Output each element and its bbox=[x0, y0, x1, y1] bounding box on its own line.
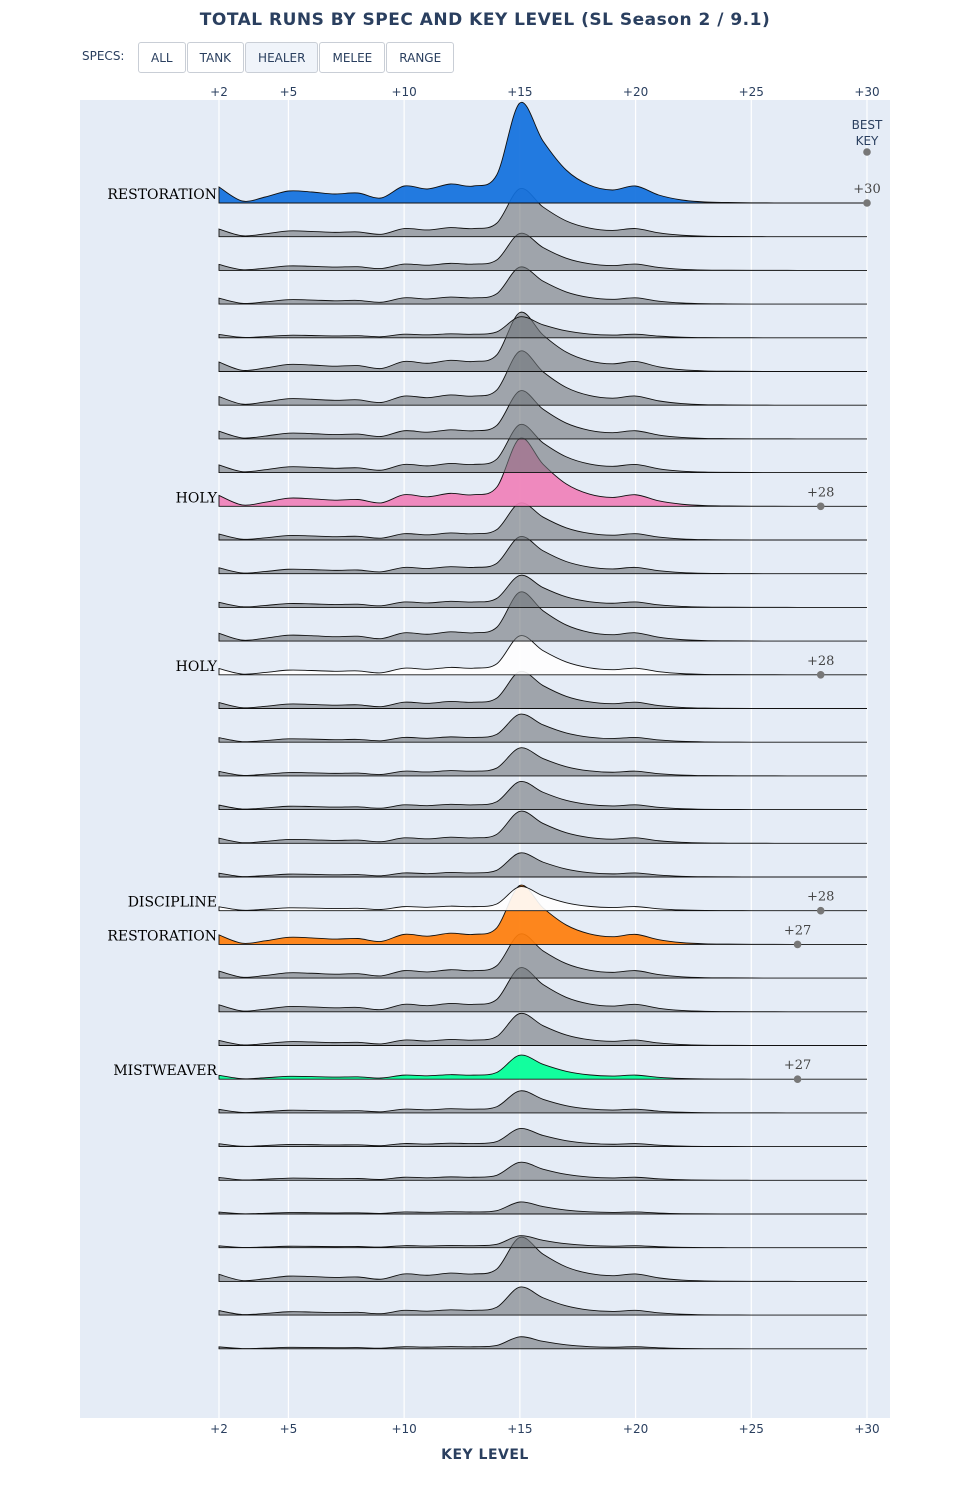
spec-button-healer[interactable]: HEALER bbox=[245, 42, 319, 73]
ridge-holy bbox=[218, 635, 867, 676]
best-key-header: BEST bbox=[852, 118, 883, 132]
ridge-other-spec bbox=[218, 390, 867, 440]
x-tick-label-top: +30 bbox=[854, 85, 879, 99]
x-tick-label-bottom: +30 bbox=[854, 1422, 879, 1436]
spec-label: RESTORATION bbox=[107, 187, 217, 203]
ridge-other-spec bbox=[218, 423, 867, 474]
spec-button-tank[interactable]: TANK bbox=[186, 42, 245, 73]
ridge-other-spec bbox=[218, 852, 867, 878]
x-tick-label-top: +10 bbox=[391, 85, 416, 99]
ridge-other-spec bbox=[218, 781, 867, 811]
best-key-dot bbox=[816, 906, 825, 915]
ridge-other-spec bbox=[218, 810, 867, 844]
best-key-label: +30 bbox=[853, 182, 880, 197]
ridge-other-spec bbox=[218, 747, 867, 777]
x-tick-label-bottom: +20 bbox=[623, 1422, 648, 1436]
best-key-dot bbox=[793, 1075, 802, 1083]
ridge-other-spec bbox=[218, 713, 867, 743]
spec-label: DISCIPLINE bbox=[128, 895, 217, 911]
ridge-other-spec bbox=[218, 933, 867, 979]
best-key-dot bbox=[793, 940, 802, 949]
ridge-other-spec bbox=[218, 266, 867, 305]
best-key-label: +28 bbox=[807, 890, 834, 905]
ridge-other-spec bbox=[218, 1161, 867, 1181]
x-tick-label-top: +25 bbox=[739, 85, 764, 99]
x-tick-label-bottom: +10 bbox=[391, 1422, 416, 1436]
ridge-other-spec bbox=[218, 1012, 867, 1046]
ridge-other-spec bbox=[218, 536, 867, 575]
spec-labels: RESTORATION HOLY HOLY DISCIPLINE RESTORATION… bbox=[107, 187, 217, 1079]
ridge-other-spec bbox=[218, 316, 867, 339]
ridge-other-spec bbox=[218, 1235, 867, 1249]
x-tick-label-top: +15 bbox=[507, 85, 532, 99]
best-key-header: KEY bbox=[856, 134, 879, 148]
ridge-other-spec bbox=[218, 188, 867, 238]
ridge-other-spec bbox=[218, 1236, 867, 1282]
x-tick-label-bottom: +5 bbox=[280, 1422, 298, 1436]
best-key-label: +28 bbox=[807, 654, 834, 669]
ridge-other-spec bbox=[218, 574, 867, 608]
x-tick-label-bottom: +2 bbox=[210, 1422, 228, 1436]
ridge-other-spec bbox=[218, 1090, 867, 1114]
spec-label: MISTWEAVER bbox=[113, 1063, 217, 1079]
ridge-other-spec bbox=[218, 1336, 867, 1350]
best-key-label: +27 bbox=[784, 1058, 811, 1073]
spec-label: HOLY bbox=[176, 490, 218, 506]
spec-button-range[interactable]: RANGE bbox=[386, 42, 455, 73]
ridge-discipline bbox=[218, 886, 867, 912]
x-tick-label-bottom: +25 bbox=[739, 1422, 764, 1436]
best-key-dot bbox=[863, 199, 871, 207]
ridge-other-spec bbox=[218, 591, 867, 642]
best-key-dot bbox=[816, 502, 825, 511]
x-tick-label-top: +20 bbox=[623, 85, 648, 99]
ridge-other-spec bbox=[218, 1201, 867, 1215]
best-key-label: +27 bbox=[784, 923, 811, 938]
x-axis-title: KEY LEVEL bbox=[441, 1447, 529, 1463]
best-key-markers: +30 +28 +28 +28 +27 +27 BEST KEY bbox=[784, 118, 883, 1083]
ridge-other-spec bbox=[218, 1128, 867, 1148]
axis-ticks: +2 +2 +5 +5 +10 +10 +15 +15 +20 +20 +25 +25 +30 +30 bbox=[210, 85, 880, 1436]
x-tick-label-bottom: +15 bbox=[507, 1422, 532, 1436]
best-key-header-dot bbox=[863, 148, 871, 156]
specs-label: SPECS: bbox=[82, 49, 125, 63]
spec-button-melee[interactable]: MELEE bbox=[319, 42, 386, 73]
spec-label: HOLY bbox=[176, 659, 218, 675]
ridge-restoration bbox=[218, 102, 867, 204]
ridges bbox=[218, 102, 867, 1350]
ridge-other-spec bbox=[218, 670, 867, 709]
spec-label: RESTORATION bbox=[107, 928, 217, 944]
spec-button-all[interactable]: ALL bbox=[138, 42, 186, 73]
ridge-mistweaver bbox=[218, 1054, 867, 1080]
ridge-other-spec bbox=[218, 1286, 867, 1316]
x-tick-label-top: +5 bbox=[280, 85, 298, 99]
ridge-other-spec bbox=[218, 502, 867, 541]
best-key-dot bbox=[816, 671, 825, 679]
spec-filter-buttons: ALL TANK HEALER MELEE RANGE bbox=[138, 42, 455, 73]
ridge-other-spec bbox=[218, 967, 867, 1013]
x-tick-label-top: +2 bbox=[210, 85, 228, 99]
plot-area bbox=[80, 100, 890, 1418]
chart-title: TOTAL RUNS BY SPEC AND KEY LEVEL (SL Sea… bbox=[199, 10, 771, 30]
best-key-label: +28 bbox=[807, 485, 834, 500]
ridge-other-spec bbox=[218, 232, 867, 271]
